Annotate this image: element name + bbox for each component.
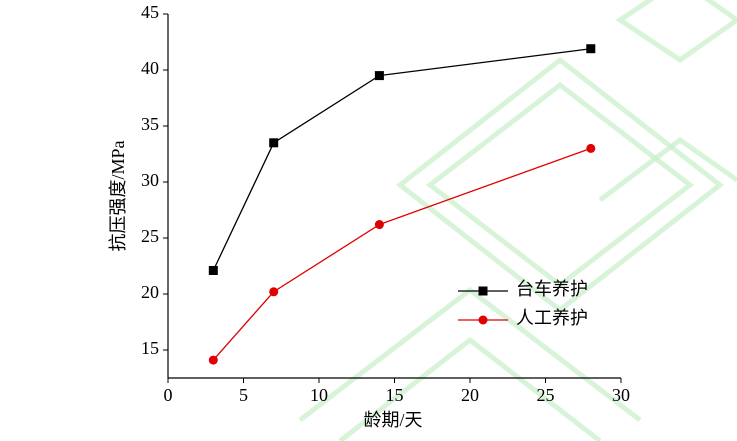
y-tick-label: 20 [141, 282, 159, 302]
x-tick-label: 0 [164, 385, 173, 405]
y-tick-label: 30 [141, 170, 159, 190]
legend-marker [478, 286, 488, 296]
x-tick-label: 15 [386, 385, 404, 405]
legend-marker [478, 315, 488, 325]
y-axis-label: 抗压强度/MPa [108, 140, 128, 251]
x-tick-label: 5 [239, 385, 248, 405]
series-line [212, 147, 592, 361]
y-tick-label: 40 [141, 58, 159, 78]
marker [586, 44, 596, 54]
watermark [298, 0, 737, 441]
y-tick-label: 45 [141, 2, 159, 22]
x-tick-label: 10 [310, 385, 328, 405]
x-tick-label: 30 [612, 385, 630, 405]
legend-label: 台车养护 [516, 279, 588, 299]
marker [374, 220, 384, 230]
x-tick-label: 25 [537, 385, 555, 405]
legend-label: 人工养护 [516, 308, 588, 328]
x-tick-label: 20 [461, 385, 479, 405]
x-axis-label: 龄期/天 [363, 410, 422, 430]
marker [586, 143, 596, 153]
marker [269, 287, 279, 297]
y-tick-label: 25 [141, 226, 159, 246]
marker [269, 138, 279, 148]
marker [208, 355, 218, 365]
marker [208, 265, 218, 275]
y-tick-label: 15 [141, 338, 159, 358]
y-tick-label: 35 [141, 114, 159, 134]
series-line [212, 48, 591, 271]
marker [374, 71, 384, 81]
